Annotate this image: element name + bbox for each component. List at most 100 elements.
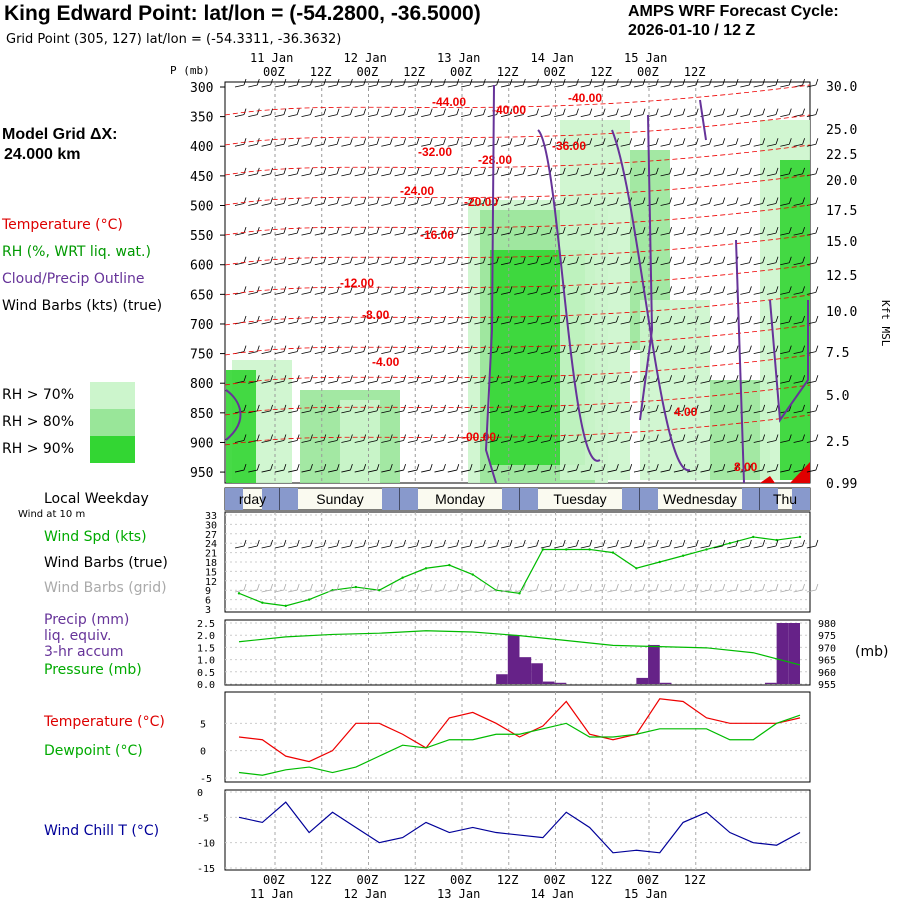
wind-barb xyxy=(261,197,273,206)
wind-barb xyxy=(394,138,406,147)
wind-barb xyxy=(554,78,566,88)
wind-barb xyxy=(633,108,646,118)
wind-barb xyxy=(740,197,752,206)
wind-barb xyxy=(594,256,606,266)
surface-wind-barb-grid xyxy=(700,583,712,593)
wind-speed-tick: 9 xyxy=(205,586,211,597)
temperature-contour xyxy=(224,174,811,206)
chill-tick: -5 xyxy=(197,813,209,824)
wind-barb xyxy=(261,315,273,325)
wind-speed-point xyxy=(378,589,381,592)
surface-wind-barb xyxy=(607,539,619,549)
wind-barb xyxy=(274,256,287,266)
wind-barb xyxy=(780,434,792,443)
wind-barb xyxy=(421,197,433,206)
legend-rh70-swatch xyxy=(90,382,135,409)
page-title: King Edward Point: lat/lon = (-54.2800, … xyxy=(4,2,481,25)
wind-barb xyxy=(354,197,367,206)
wind-barb xyxy=(407,315,420,325)
wind-barb xyxy=(607,434,619,443)
wind-barb xyxy=(713,345,726,354)
wind-barb xyxy=(354,108,367,118)
pressure-tick-label: 350 xyxy=(190,111,213,126)
wind-barb xyxy=(607,375,619,384)
wind-barb xyxy=(607,226,619,236)
time-tick-label-top: 00Z xyxy=(450,65,472,79)
wind-barb xyxy=(607,197,619,206)
wind-barb xyxy=(766,167,779,177)
temperature-contour-label: -40.00 xyxy=(492,103,526,117)
wind-barb xyxy=(633,434,646,443)
cloud-outline xyxy=(225,389,242,441)
surface-wind-barb-grid xyxy=(328,583,340,593)
wind-barb xyxy=(274,226,287,236)
wind-barb xyxy=(354,167,367,177)
wind-barb xyxy=(753,404,766,414)
chill-tick: -15 xyxy=(197,864,215,875)
day-label-bottom: 15 Jan xyxy=(624,887,667,900)
precip-label-2: liq. equiv. xyxy=(44,628,112,644)
time-tick-label-bottom: 12Z xyxy=(403,873,425,887)
temperature-contour-label: -32.00 xyxy=(418,145,452,159)
wind-barb xyxy=(700,256,712,266)
wind-barb xyxy=(660,108,672,118)
wind-barb xyxy=(620,463,633,473)
wind-barb xyxy=(540,108,553,118)
wind-barb xyxy=(793,108,805,118)
precip-bar xyxy=(496,674,508,684)
time-tick-label-bottom: 12Z xyxy=(590,873,612,887)
legend-cloud: Cloud/Precip Outline xyxy=(2,271,145,287)
wind-barb xyxy=(780,226,792,236)
wind-barb xyxy=(673,404,686,414)
wind-barb xyxy=(461,404,473,414)
legend-rh80: RH > 80% xyxy=(2,414,75,430)
temp-tick: 0 xyxy=(200,747,206,758)
surface-wind-barb-grid xyxy=(713,583,726,593)
wind-barb xyxy=(288,108,300,118)
wind-barb xyxy=(421,434,433,443)
surface-wind-barb-grid xyxy=(647,583,659,593)
wind-barb xyxy=(713,138,726,147)
wind-speed-tick: 27 xyxy=(205,530,217,541)
altitude-tick-label: 0.99 xyxy=(826,477,857,492)
wind-barb xyxy=(328,226,340,236)
wind-barb xyxy=(261,286,273,295)
wind-barb xyxy=(421,463,433,473)
temperature-contour-label: -12.00 xyxy=(340,276,374,290)
wind-barb xyxy=(700,197,712,206)
wind-barb xyxy=(727,375,739,384)
wind-barb xyxy=(607,256,619,266)
wind-barb xyxy=(660,197,672,206)
wind-barb xyxy=(673,197,686,206)
wind-barb xyxy=(660,256,672,266)
precip-tick: 2.0 xyxy=(197,631,215,642)
wind-barb xyxy=(447,463,460,473)
wind-barb xyxy=(381,256,393,266)
wind-barb xyxy=(620,108,633,118)
wind-barb xyxy=(567,345,579,354)
weekday-name: Wednesday xyxy=(663,491,737,507)
wind-barb xyxy=(527,404,539,414)
altitude-tick-label: 30.0 xyxy=(826,80,857,95)
wind-barb xyxy=(500,108,513,118)
wind-speed-point xyxy=(518,592,521,595)
wind-barb xyxy=(753,108,766,118)
wind-barb xyxy=(594,463,606,473)
temperature-contour xyxy=(224,294,811,326)
wind-barb xyxy=(274,404,287,414)
wind-barb xyxy=(673,167,686,177)
wind-barb xyxy=(381,197,393,206)
wind-barb xyxy=(753,463,766,473)
temperature-contour xyxy=(224,204,811,236)
wind-speed-point xyxy=(635,567,638,570)
wind-barb xyxy=(700,167,712,177)
pressure-tick-label: 300 xyxy=(190,81,213,96)
surface-wind-barb xyxy=(274,539,287,549)
surface-wind-barb-grid xyxy=(540,583,553,593)
wind-barb xyxy=(328,138,340,147)
wind-barb xyxy=(673,138,686,147)
wind-barb xyxy=(527,286,539,295)
wind-height-label: Wind at 10 m xyxy=(18,509,86,520)
wind-barb xyxy=(447,315,460,325)
wind-barb xyxy=(474,167,486,177)
